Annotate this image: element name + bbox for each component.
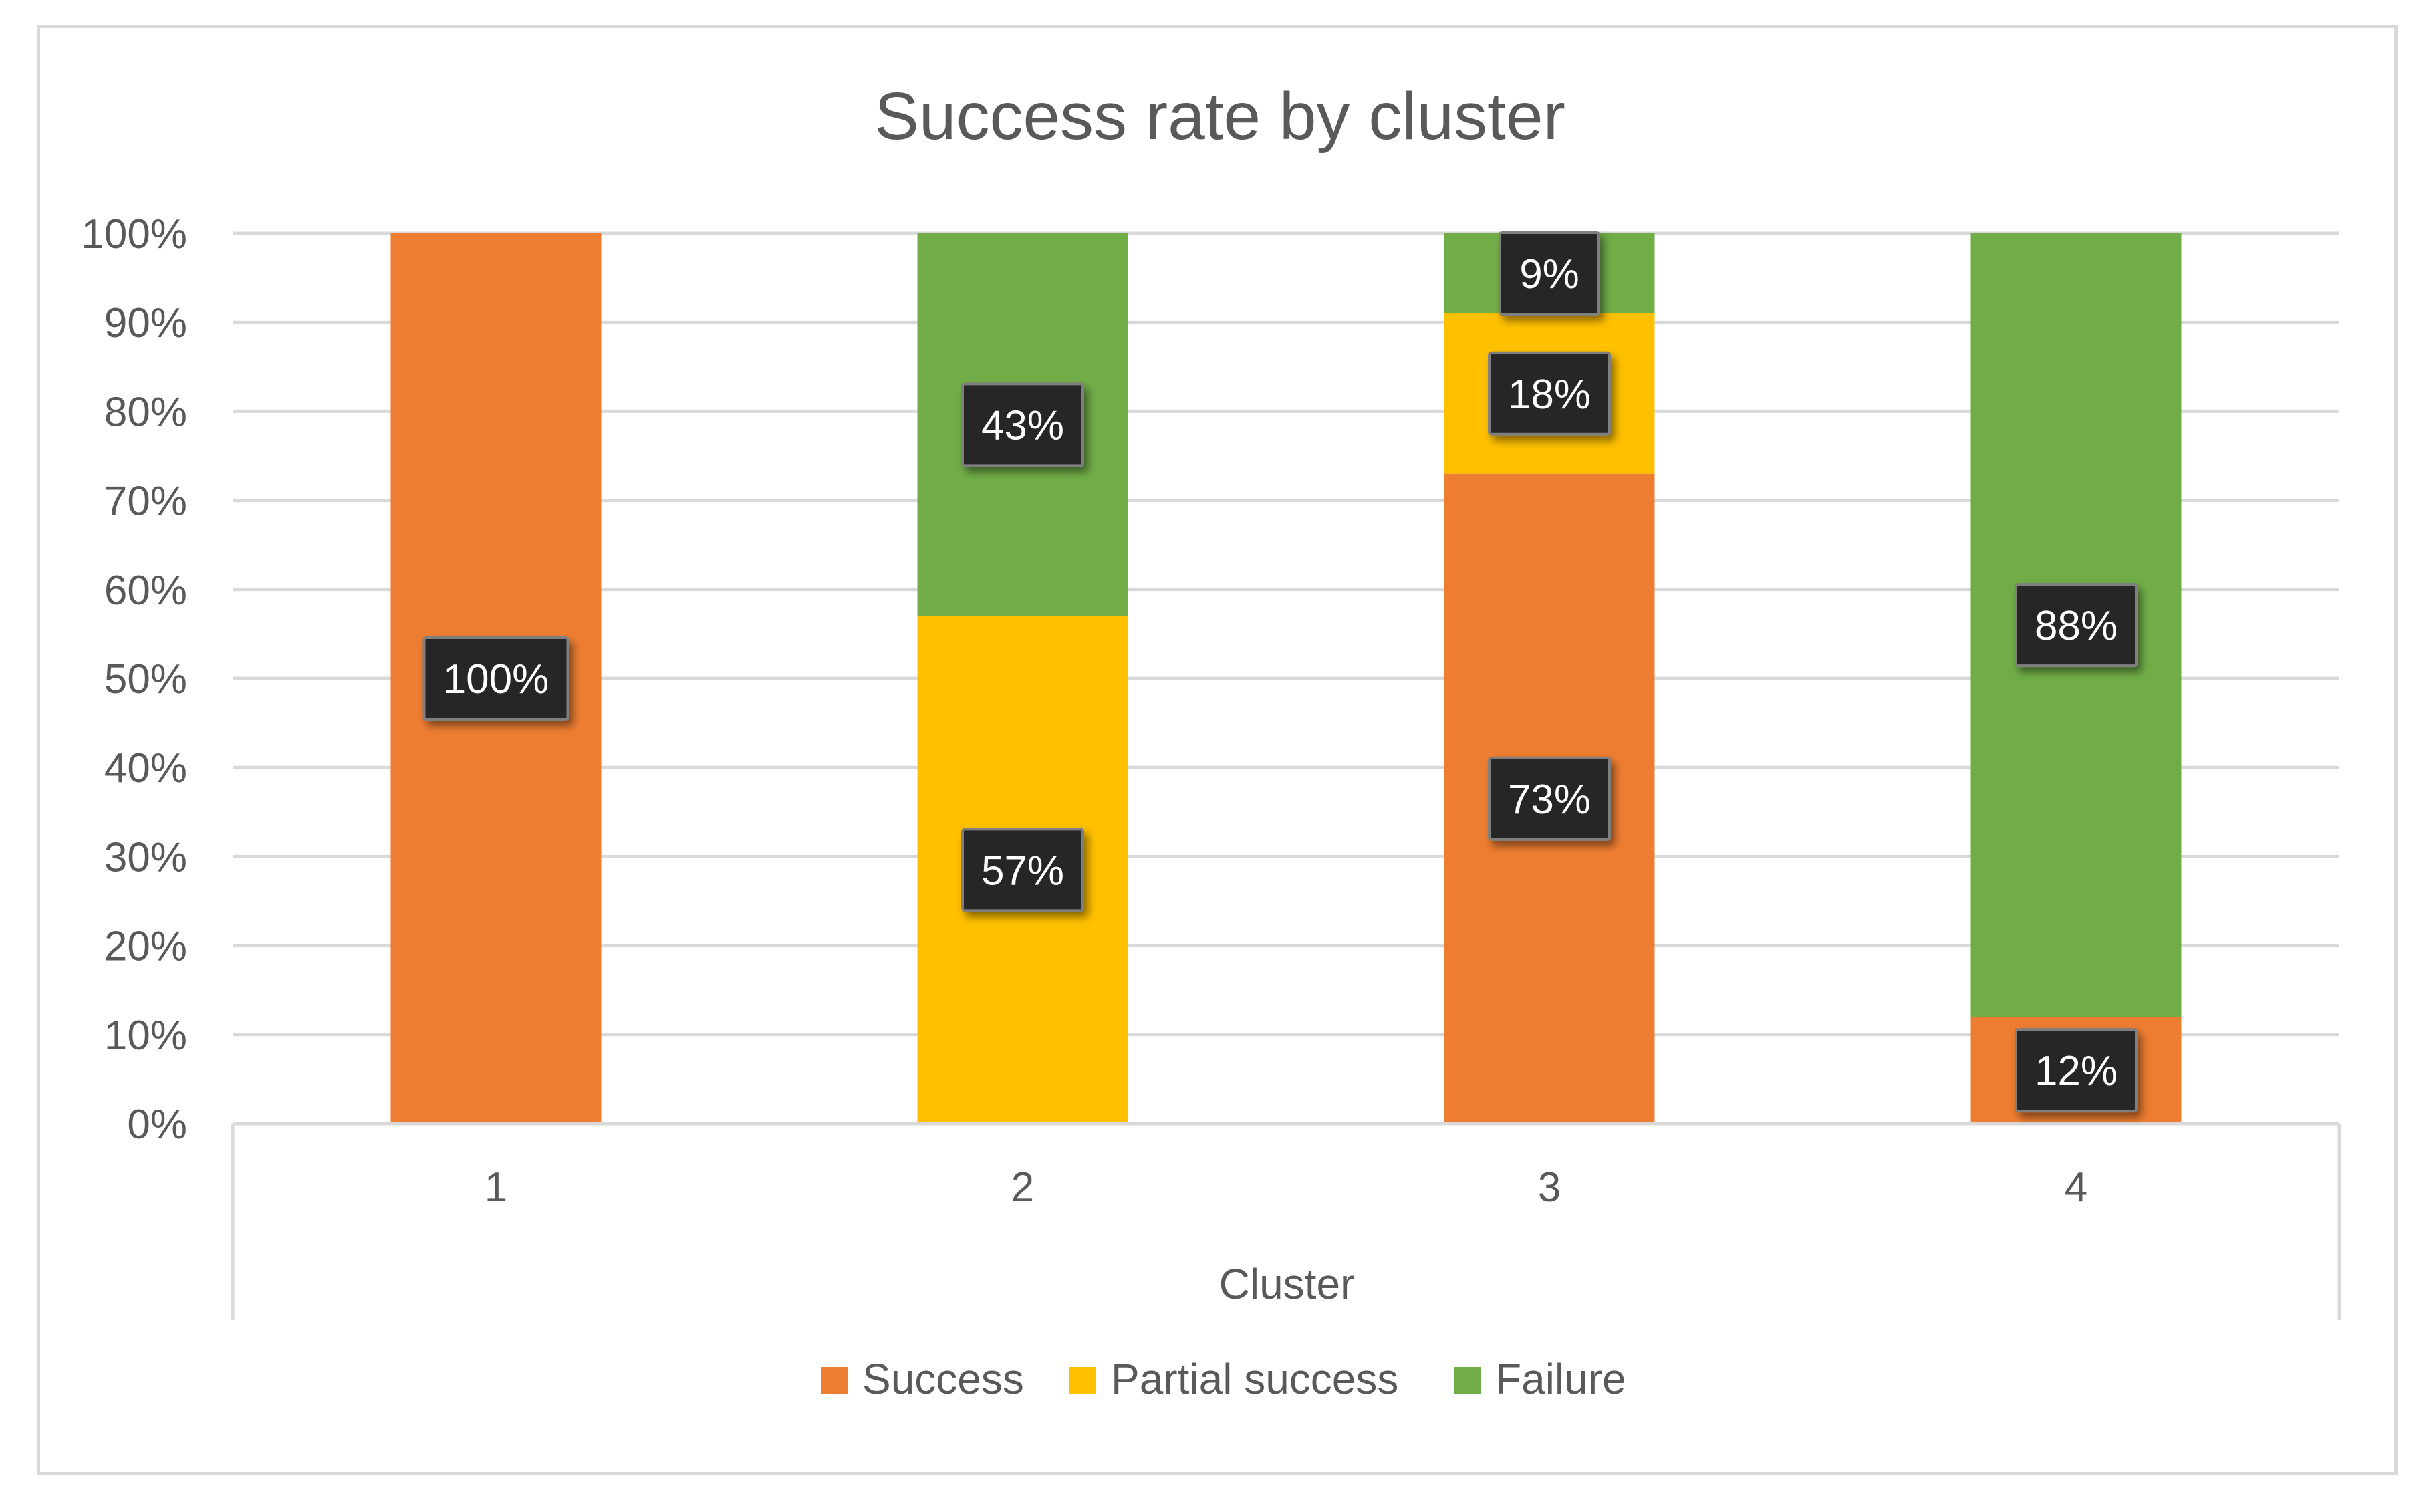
x-axis-title: Cluster (1219, 1260, 1355, 1308)
x-tick-label: 2 (1011, 1164, 1034, 1211)
data-label: 57% (961, 828, 1084, 912)
data-label-text: 57% (981, 848, 1064, 894)
data-label: 9% (1499, 231, 1600, 316)
data-label: 18% (1488, 351, 1611, 436)
data-labels: 100% 57% 43% 73% 18% 9% 12% 88% (422, 231, 2138, 1113)
data-label-text: 43% (981, 402, 1064, 449)
legend-item-partial-success: Partial success (1069, 1355, 1398, 1403)
x-axis (231, 1122, 2341, 1320)
data-label-text: 12% (2035, 1048, 2118, 1094)
y-tick-label: 90% (104, 300, 187, 346)
chart-title: Success rate by cluster (874, 79, 1565, 154)
data-label: 43% (961, 382, 1084, 467)
data-label-box (2015, 583, 2138, 668)
legend-label: Failure (1495, 1355, 1626, 1403)
data-label-box (961, 382, 1084, 467)
y-tick-label: 0% (127, 1102, 187, 1148)
data-label-text: 88% (2035, 603, 2118, 649)
y-tick-label: 50% (104, 656, 187, 703)
legend-item-failure: Failure (1454, 1355, 1626, 1403)
y-tick-label: 70% (104, 479, 187, 525)
x-tick-label: 3 (1538, 1164, 1561, 1211)
legend-swatch (821, 1367, 848, 1394)
y-tick-label: 20% (104, 924, 187, 970)
data-label: 12% (2015, 1028, 2138, 1113)
y-tick-label: 30% (104, 834, 187, 880)
x-axis-tick-labels: 1 2 3 4 (485, 1164, 2087, 1211)
x-tick-label: 1 (485, 1164, 507, 1211)
legend-item-success: Success (821, 1355, 1024, 1403)
y-tick-label: 40% (104, 745, 187, 791)
data-label-box (2015, 1028, 2138, 1113)
data-label-box (1488, 756, 1611, 841)
data-label-text: 18% (1508, 372, 1591, 418)
data-label: 100% (422, 636, 569, 721)
legend-label: Success (862, 1355, 1024, 1403)
data-label-text: 100% (443, 656, 549, 703)
data-label-text: 9% (1519, 251, 1579, 297)
data-label: 88% (2015, 583, 2138, 668)
legend: Success Partial success Failure (821, 1355, 1626, 1403)
legend-swatch (1454, 1367, 1481, 1394)
data-label-text: 73% (1508, 777, 1591, 823)
y-axis-tick-labels: 0% 10% 20% 30% 40% 50% 60% 70% 80% 90% 100% (81, 211, 187, 1148)
y-tick-label: 10% (104, 1013, 187, 1059)
y-tick-label: 60% (104, 568, 187, 614)
y-tick-label: 100% (81, 211, 187, 257)
data-label-box (1488, 351, 1611, 436)
legend-swatch (1069, 1367, 1096, 1394)
y-tick-label: 80% (104, 389, 187, 435)
data-label-box (1499, 231, 1600, 316)
data-label-box (961, 828, 1084, 912)
data-label: 73% (1488, 756, 1611, 841)
data-label-box (422, 636, 569, 721)
legend-label: Partial success (1111, 1355, 1398, 1403)
x-tick-label: 4 (2065, 1164, 2087, 1211)
